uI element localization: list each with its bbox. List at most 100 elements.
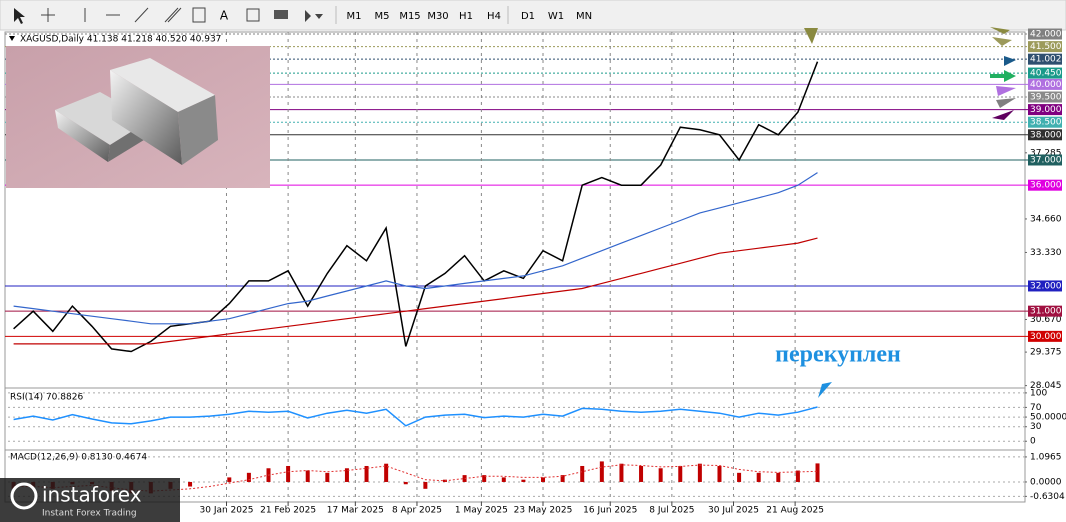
level-label-bg: [1028, 305, 1062, 317]
timeframe-button[interactable]: M5: [375, 11, 390, 22]
histogram-bar: [737, 472, 742, 482]
y-tick-label: 0.0000: [1030, 477, 1062, 487]
y-tick-label: 29.375: [1030, 348, 1062, 358]
bar-side: [110, 70, 182, 165]
timeframe-button[interactable]: H4: [487, 11, 501, 22]
histogram-bar: [756, 472, 761, 482]
pane-title: RSI(14) 70.8826: [10, 393, 83, 403]
y-tick-label: -0.6304: [1030, 492, 1065, 502]
level-label-bg: [1028, 28, 1062, 40]
channel-tool[interactable]: [164, 7, 182, 23]
x-tick-label: 21 Aug 2025: [766, 506, 824, 516]
level-label: 31.000: [1030, 307, 1062, 317]
histogram-bar: [717, 465, 722, 482]
level-label-bg: [1028, 41, 1062, 53]
arrow: [996, 98, 1016, 108]
y-tick-label: 100: [1030, 388, 1047, 398]
histogram-bar: [776, 472, 781, 482]
arrow: [996, 86, 1016, 96]
histogram-bar: [364, 465, 369, 482]
y-tick-label: 37.285: [1030, 148, 1062, 158]
annotation: перекуплен: [775, 342, 901, 368]
level-label: 37.000: [1030, 155, 1062, 165]
label-tool[interactable]: [246, 8, 260, 22]
bar-top: [110, 58, 215, 112]
fibo-tool[interactable]: [192, 7, 206, 23]
x-tick-label: 16 Jun 2025: [583, 506, 637, 516]
level-label-bg: [1028, 78, 1062, 90]
x-tick-label: 21 Feb 2025: [260, 506, 316, 516]
y-tick-label: 30: [1030, 422, 1042, 432]
pane-marker: [9, 36, 15, 41]
timeframe-button[interactable]: D1: [521, 11, 535, 22]
slogan: Instant Forex Trading: [42, 509, 137, 519]
series-line: [13, 61, 819, 353]
timeframe-button[interactable]: H1: [459, 11, 473, 22]
y-tick-label: 33.330: [1030, 248, 1062, 258]
arrow-tool[interactable]: [305, 10, 323, 22]
timeframes: M1 M5 M15 M30 H1 H4 D1 W1 MN: [335, 6, 592, 24]
x-tick-label: 30 Jul 2025: [708, 506, 759, 516]
level-label: 40.450: [1030, 69, 1062, 79]
histogram-bar: [580, 465, 585, 482]
bar-end: [178, 95, 218, 165]
series-line: [13, 172, 818, 325]
shape-tool[interactable]: [274, 10, 288, 19]
plot: XAGUSD,Daily 41.138 41.218 40.520 40.937…: [5, 28, 1066, 516]
timeframe-button[interactable]: M30: [427, 11, 448, 22]
x-tick-label: 30 Jan 2025: [200, 506, 254, 516]
series-line: [13, 237, 818, 345]
level-label-bg: [1028, 330, 1062, 342]
text-tool[interactable]: A: [220, 9, 229, 23]
histogram-bar: [384, 463, 389, 482]
level-label: 42.000: [1030, 30, 1062, 40]
y-tick-label: 70: [1030, 403, 1042, 413]
bar-top: [55, 92, 150, 145]
timeframe-button[interactable]: W1: [548, 11, 564, 22]
level-arrows: [804, 27, 1016, 398]
level-label: 38.500: [1030, 118, 1062, 128]
pane-title: MACD(12,26,9) 0.8130 0.4674: [10, 453, 147, 463]
y-tick-label: 1.0965: [1030, 452, 1062, 462]
level-label-bg: [1028, 280, 1062, 292]
level-label-bg: [1028, 91, 1062, 103]
arrow: [992, 37, 1012, 46]
level-label-bg: [1028, 67, 1062, 79]
timeframe-button[interactable]: M15: [399, 11, 420, 22]
plot-frame: [4, 31, 1026, 503]
silver-image: [6, 46, 270, 188]
timeframe-button[interactable]: MN: [576, 11, 592, 22]
crosshair-tool[interactable]: [41, 8, 55, 22]
histogram-bar: [619, 463, 624, 482]
arrow: [990, 70, 1016, 82]
level-label: 38.000: [1030, 130, 1062, 140]
level-label: 36.000: [1030, 181, 1062, 191]
histogram-bar: [246, 472, 251, 482]
cursor-tool[interactable]: [14, 8, 25, 24]
level-label-bg: [1028, 154, 1062, 166]
histogram-bar: [286, 465, 291, 482]
histogram-bar: [403, 481, 408, 485]
level-label: 41.002: [1030, 55, 1062, 65]
level-label: 39.500: [1030, 93, 1062, 103]
timeframe-button[interactable]: M1: [347, 11, 362, 22]
histogram-bar: [599, 461, 604, 482]
level-label-bg: [1028, 129, 1062, 141]
arrow: [992, 110, 1014, 120]
toolbar-bg: [0, 0, 1066, 31]
histogram-bar: [795, 470, 800, 482]
trend-tool[interactable]: [134, 7, 149, 23]
brand: instaforex: [42, 483, 142, 507]
histogram-bar: [639, 465, 644, 482]
histogram-bar: [560, 475, 565, 482]
level-label: 32.000: [1030, 281, 1062, 291]
histogram-bar: [815, 463, 820, 482]
y-tick-label: 0: [1030, 437, 1036, 447]
toolbar: A M1 M5 M15 M30 H1 H4 D1 W1 MN: [0, 0, 1066, 31]
histogram-bar: [188, 481, 193, 487]
level-label-bg: [1028, 116, 1062, 128]
x-tick-label: 8 Jul 2025: [649, 506, 694, 516]
histogram-bar: [325, 472, 330, 482]
x-tick-label: 8 Apr 2025: [392, 506, 442, 516]
